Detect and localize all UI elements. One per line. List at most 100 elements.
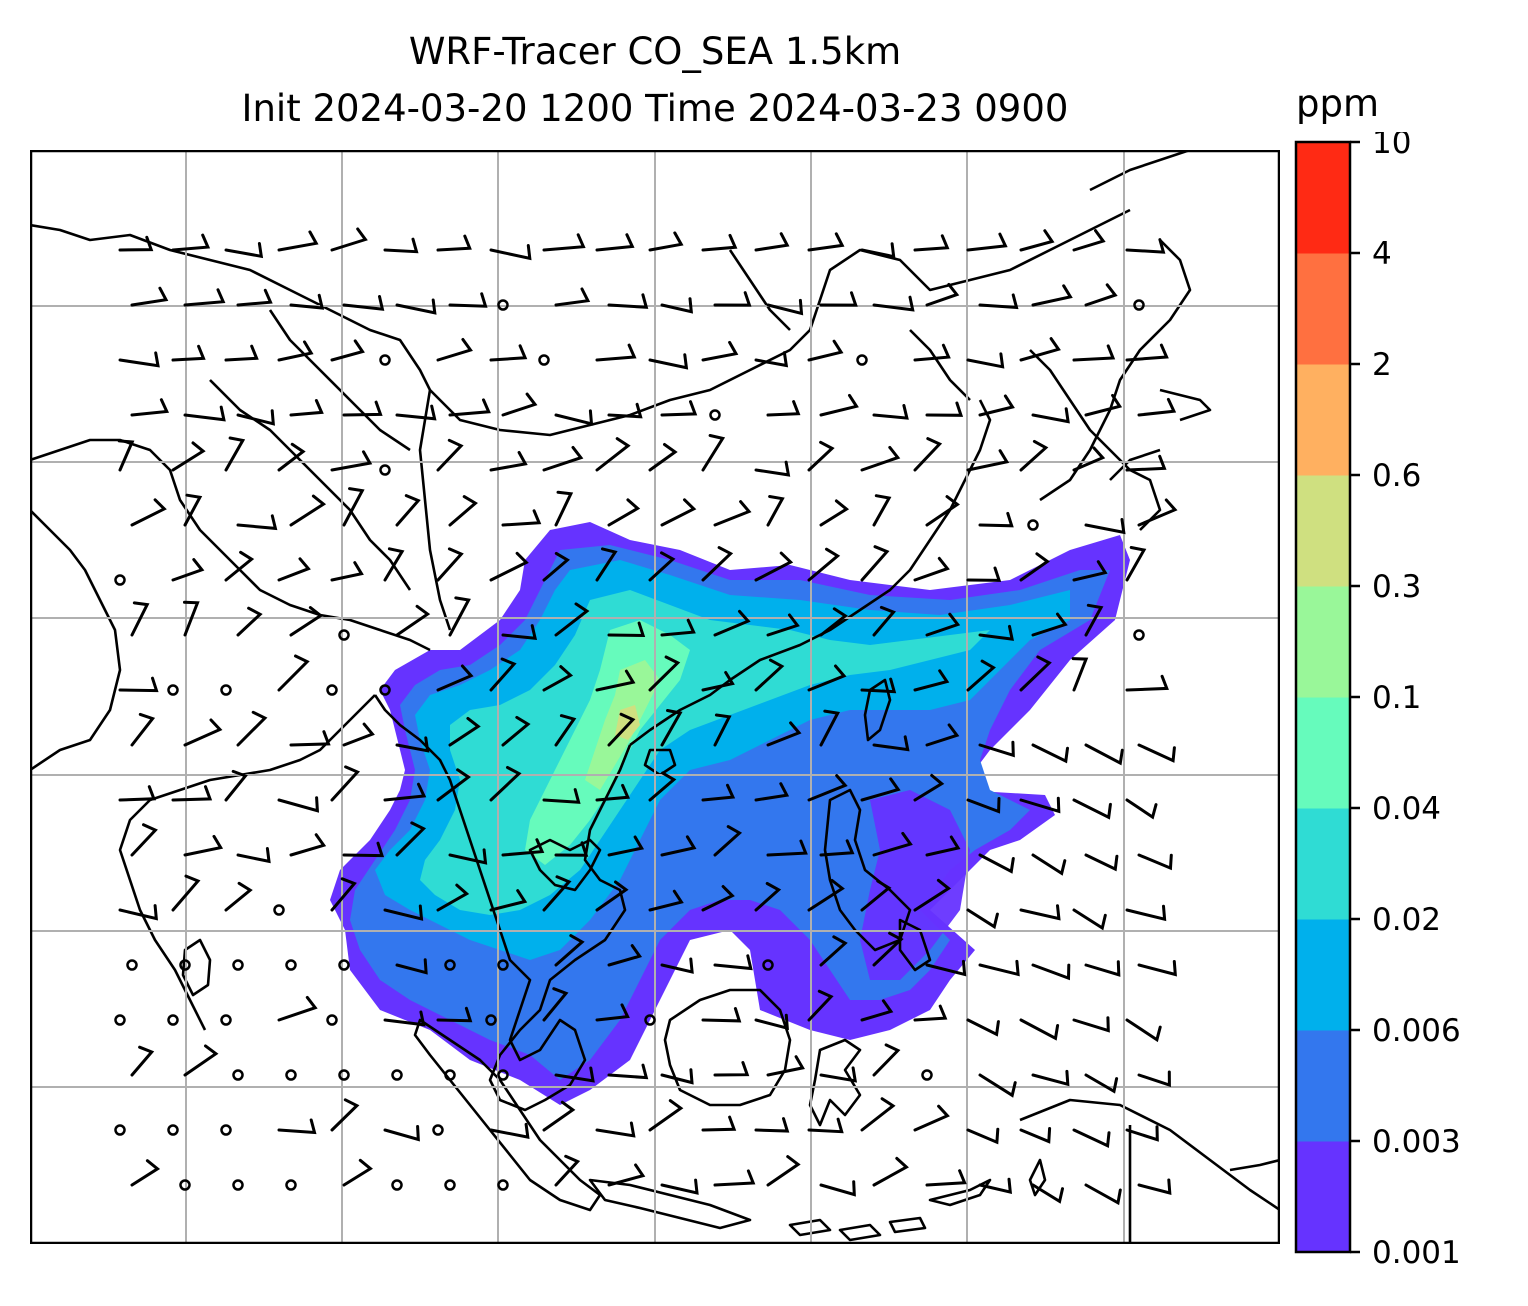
wind-barb — [395, 494, 421, 527]
wind-barb — [807, 339, 844, 362]
wind-barb — [1019, 337, 1061, 362]
wind-barb — [913, 343, 951, 362]
wind-barb — [1084, 603, 1104, 637]
wind-barb — [1031, 1069, 1070, 1087]
wind-barbs — [114, 227, 1178, 1206]
map-panel — [30, 150, 1280, 1244]
map-title: WRF-Tracer CO_SEA 1.5km — [408, 30, 902, 73]
wind-barb — [330, 450, 373, 472]
wind-barb — [860, 777, 901, 802]
colorbar-tick-label: 2 — [1372, 347, 1392, 383]
wind-barb — [395, 604, 431, 637]
wind-barb — [330, 1098, 360, 1132]
wind-barb — [224, 242, 264, 259]
calm-wind-marker — [497, 1069, 509, 1081]
wind-barb — [595, 1003, 630, 1022]
calm-wind-marker — [285, 1179, 297, 1191]
calm-wind-marker — [220, 684, 232, 696]
tracer-shading — [330, 522, 1130, 1105]
wind-barb — [1031, 963, 1071, 981]
wind-barb — [1019, 1127, 1052, 1144]
wind-barb — [1072, 344, 1116, 362]
wind-barb — [701, 1115, 737, 1132]
wind-barb — [913, 669, 950, 692]
wind-barb — [489, 551, 529, 582]
wind-barb — [819, 935, 848, 967]
wind-barb — [224, 769, 248, 802]
wind-barb — [277, 340, 314, 362]
wind-barb — [236, 710, 268, 747]
wind-barb — [1019, 229, 1055, 252]
wind-barb — [436, 768, 471, 802]
wind-barb — [701, 885, 735, 912]
wind-barb — [554, 602, 590, 637]
wind-barb — [595, 547, 618, 582]
wind-barb — [701, 1007, 742, 1023]
wind-barb — [978, 394, 1015, 417]
wind-barb — [554, 287, 591, 307]
calm-wind-marker — [338, 1069, 350, 1081]
wind-barb — [1137, 743, 1176, 763]
wind-barb — [1125, 798, 1158, 820]
wind-barb — [925, 723, 960, 747]
calm-wind-marker — [497, 299, 509, 311]
wind-barb — [554, 714, 577, 747]
wind-barb — [1072, 229, 1106, 252]
wind-barb — [1125, 454, 1167, 472]
wind-barb — [1125, 546, 1147, 582]
wind-barb — [1031, 284, 1073, 307]
wind-barb — [966, 1018, 1000, 1037]
colorbar-segment — [1296, 919, 1350, 1031]
wind-barb — [648, 551, 676, 582]
wind-barb — [966, 1127, 1000, 1145]
calm-wind-marker — [232, 959, 244, 971]
wind-barb — [860, 445, 901, 472]
wind-barb — [754, 551, 794, 582]
colorbar-tick-label: 0.003 — [1372, 1124, 1461, 1160]
wind-barb — [183, 834, 224, 857]
wind-barb — [607, 402, 643, 419]
wind-barb — [1019, 439, 1049, 472]
wind-barb — [819, 709, 841, 747]
wind-barb — [171, 233, 211, 252]
wind-barb — [342, 1158, 373, 1187]
colorbar: 0.001 0.003 0.006 0.02 0.04 0.1 0.3 0.6 2 4 10 — [1294, 132, 1461, 1271]
wind-barb — [595, 880, 629, 912]
calm-wind-marker — [338, 959, 350, 971]
colorbar-tick-label: 0.006 — [1372, 1013, 1461, 1049]
wind-barb — [819, 499, 850, 527]
calm-wind-marker — [379, 464, 391, 476]
colorbar-unit: ppm — [1296, 82, 1380, 125]
calm-wind-marker — [167, 1014, 179, 1026]
wind-barb — [1084, 393, 1123, 417]
wind-barb — [925, 959, 967, 977]
wind-barb — [913, 878, 952, 912]
calm-wind-marker — [114, 1124, 126, 1136]
calm-wind-marker — [285, 959, 297, 971]
wind-barb — [395, 821, 427, 857]
wind-barb — [1125, 1018, 1162, 1043]
wind-barb — [1031, 407, 1070, 424]
calm-wind-marker — [326, 684, 338, 696]
wind-barb — [966, 797, 1001, 814]
calm-wind-marker — [485, 1014, 497, 1026]
wind-barb — [1137, 1178, 1172, 1195]
wind-barb — [224, 881, 253, 912]
wind-barb — [713, 1061, 750, 1077]
wind-barb — [342, 400, 383, 417]
wind-barb — [819, 393, 859, 417]
wind-barb — [289, 399, 324, 417]
wind-barb — [860, 242, 896, 259]
wind-barb — [118, 351, 160, 368]
wind-barb — [978, 1073, 1017, 1098]
wind-barb — [660, 400, 698, 417]
wind-barb — [1031, 1183, 1064, 1204]
wind-barb — [978, 740, 1015, 758]
wind-barb — [1137, 397, 1177, 417]
wind-barb — [860, 999, 894, 1022]
wind-barb — [766, 495, 785, 527]
wind-barb — [607, 835, 645, 857]
wind-barb — [1137, 498, 1178, 527]
wind-barb — [489, 451, 528, 472]
calm-wind-marker — [126, 959, 138, 971]
